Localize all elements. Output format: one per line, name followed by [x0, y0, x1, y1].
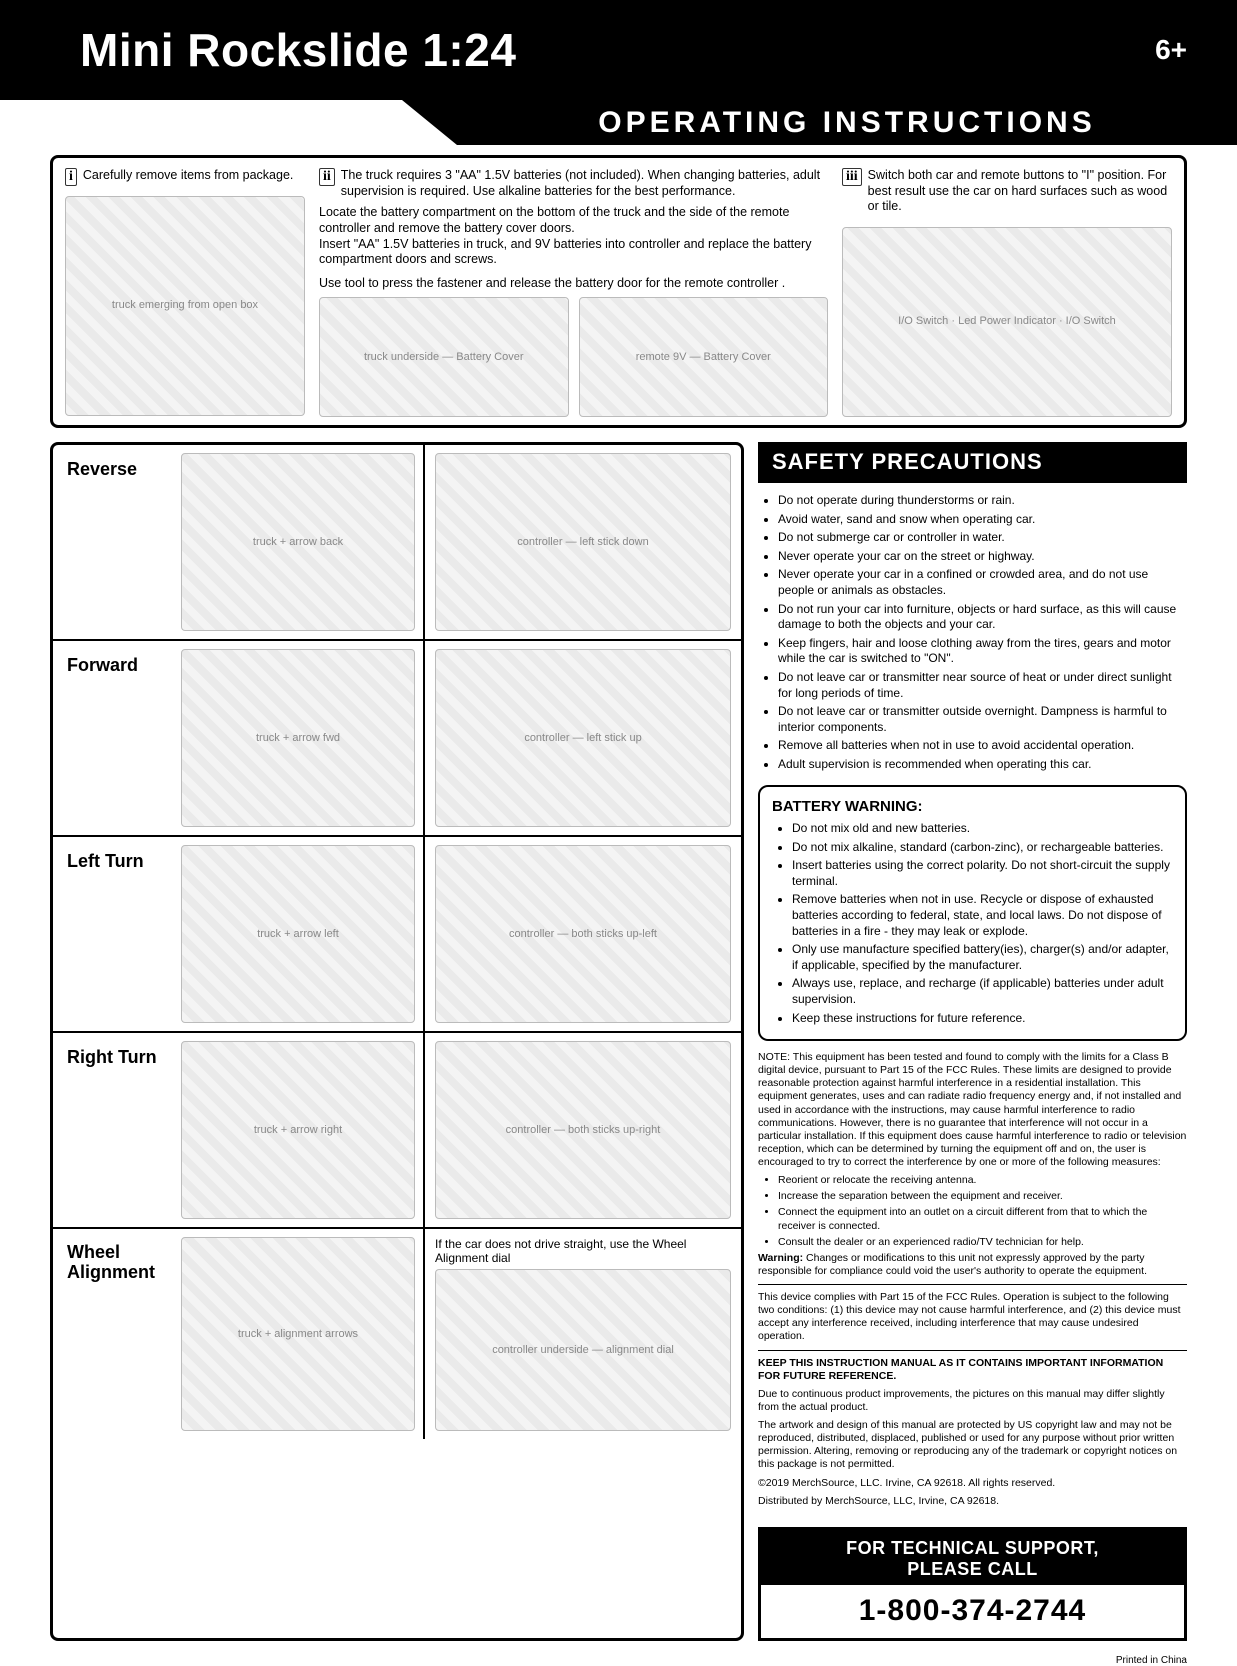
- battery-item: Do not mix alkaline, standard (carbon-zi…: [792, 840, 1173, 856]
- fcc-measure: Reorient or relocate the receiving anten…: [778, 1174, 1187, 1187]
- safety-item: Keep fingers, hair and loose clothing aw…: [778, 636, 1187, 667]
- step-1-diagram: truck emerging from open box: [65, 196, 305, 416]
- safety-item: Do not leave car or transmitter outside …: [778, 704, 1187, 735]
- step-3-diagram: I/O Switch · Led Power Indicator · I/O S…: [842, 227, 1172, 417]
- fcc-part15: This device complies with Part 15 of the…: [758, 1291, 1187, 1344]
- battery-item: Always use, replace, and recharge (if ap…: [792, 976, 1173, 1007]
- battery-item: Insert batteries using the correct polar…: [792, 858, 1173, 889]
- fcc-measure: Consult the dealer or an experienced rad…: [778, 1236, 1187, 1249]
- fcc-note: NOTE: This equipment has been tested and…: [758, 1051, 1187, 1169]
- setup-step-1: i Carefully remove items from package. t…: [65, 168, 305, 417]
- control-label: Left Turn: [53, 837, 173, 1031]
- reverse-remote-diagram: controller — left stick down: [435, 453, 731, 631]
- control-row-forward: Forward truck + arrow fwd controller — l…: [53, 641, 741, 837]
- title-bar: Mini Rockslide 1:24 6+: [0, 0, 1237, 100]
- step-2-p3: Use tool to press the fastener and relea…: [319, 276, 828, 292]
- left-remote-diagram: controller — both sticks up-left: [435, 845, 731, 1023]
- alignment-car-diagram: truck + alignment arrows: [181, 1237, 415, 1431]
- forward-car-diagram: truck + arrow fwd: [181, 649, 415, 827]
- safety-item: Never operate your car in a confined or …: [778, 567, 1187, 598]
- alignment-note: If the car does not drive straight, use …: [435, 1237, 731, 1265]
- fcc-measure: Connect the equipment into an outlet on …: [778, 1206, 1187, 1232]
- safety-item: Never operate your car on the street or …: [778, 549, 1187, 565]
- battery-item: Do not mix old and new batteries.: [792, 821, 1173, 837]
- left-car-diagram: truck + arrow left: [181, 845, 415, 1023]
- age-rating: 6+: [1155, 34, 1187, 66]
- keep-notice: KEEP THIS INSTRUCTION MANUAL AS IT CONTA…: [758, 1357, 1187, 1383]
- control-row-alignment: Wheel Alignment truck + alignment arrows…: [53, 1229, 741, 1439]
- support-line1: FOR TECHNICAL SUPPORT,: [771, 1538, 1174, 1559]
- reverse-car-diagram: truck + arrow back: [181, 453, 415, 631]
- battery-item: Only use manufacture specified battery(i…: [792, 942, 1173, 973]
- controls-table: Reverse truck + arrow back controller — …: [50, 442, 744, 1641]
- safety-title: SAFETY PRECAUTIONS: [758, 442, 1187, 483]
- section-divider: OPERATING INSTRUCTIONS: [0, 100, 1237, 155]
- safety-item: Adult supervision is recommended when op…: [778, 757, 1187, 773]
- control-label: Reverse: [53, 445, 173, 639]
- rights-notice: ©2019 MerchSource, LLC. Irvine, CA 92618…: [758, 1477, 1187, 1490]
- battery-item: Remove batteries when not in use. Recycl…: [792, 892, 1173, 939]
- step-numeral-3: iii: [842, 168, 862, 186]
- step-1-text: Carefully remove items from package.: [83, 168, 294, 186]
- safety-column: SAFETY PRECAUTIONS Do not operate during…: [758, 442, 1187, 1641]
- right-remote-diagram: controller — both sticks up-right: [435, 1041, 731, 1219]
- distribution-notice: Distributed by MerchSource, LLC, Irvine,…: [758, 1495, 1187, 1508]
- improvement-notice: Due to continuous product improvements, …: [758, 1388, 1187, 1414]
- copyright-notice: The artwork and design of this manual ar…: [758, 1419, 1187, 1472]
- safety-item: Do not operate during thunderstorms or r…: [778, 493, 1187, 509]
- step-2-p2: Locate the battery compartment on the bo…: [319, 205, 828, 268]
- fcc-section: NOTE: This equipment has been tested and…: [758, 1051, 1187, 1513]
- truck-battery-diagram: truck underside — Battery Cover: [319, 297, 569, 417]
- control-row-left: Left Turn truck + arrow left controller …: [53, 837, 741, 1033]
- support-box: FOR TECHNICAL SUPPORT, PLEASE CALL 1-800…: [758, 1527, 1187, 1641]
- support-phone: 1-800-374-2744: [761, 1585, 1184, 1630]
- step-2-p1: The truck requires 3 "AA" 1.5V batteries…: [341, 168, 828, 199]
- instruction-manual-page: Mini Rockslide 1:24 6+ OPERATING INSTRUC…: [0, 0, 1237, 1600]
- printed-in: Printed in China: [0, 1651, 1237, 1666]
- support-line2: PLEASE CALL: [771, 1559, 1174, 1580]
- battery-warning-title: BATTERY WARNING:: [772, 797, 1173, 817]
- control-row-reverse: Reverse truck + arrow back controller — …: [53, 445, 741, 641]
- safety-item: Do not leave car or transmitter near sou…: [778, 670, 1187, 701]
- alignment-dial-diagram: controller underside — alignment dial: [435, 1269, 731, 1431]
- forward-remote-diagram: controller — left stick up: [435, 649, 731, 827]
- control-label: Right Turn: [53, 1033, 173, 1227]
- battery-item: Keep these instructions for future refer…: [792, 1011, 1173, 1027]
- safety-item: Avoid water, sand and snow when operatin…: [778, 512, 1187, 528]
- setup-steps-box: i Carefully remove items from package. t…: [50, 155, 1187, 428]
- fcc-warning: Changes or modifications to this unit no…: [758, 1252, 1147, 1277]
- control-label: Wheel Alignment: [53, 1229, 173, 1439]
- step-3-text: Switch both car and remote buttons to "I…: [868, 168, 1172, 215]
- safety-item: Do not submerge car or controller in wat…: [778, 530, 1187, 546]
- safety-list: Do not operate during thunderstorms or r…: [758, 493, 1187, 776]
- remote-battery-diagram: remote 9V — Battery Cover: [579, 297, 829, 417]
- fcc-measure: Increase the separation between the equi…: [778, 1190, 1187, 1203]
- product-title: Mini Rockslide 1:24: [80, 23, 516, 77]
- step-numeral-1: i: [65, 168, 77, 186]
- safety-item: Remove all batteries when not in use to …: [778, 738, 1187, 754]
- safety-item: Do not run your car into furniture, obje…: [778, 602, 1187, 633]
- setup-step-2: ii The truck requires 3 "AA" 1.5V batter…: [319, 168, 828, 417]
- control-row-right: Right Turn truck + arrow right controlle…: [53, 1033, 741, 1229]
- right-car-diagram: truck + arrow right: [181, 1041, 415, 1219]
- control-label: Forward: [53, 641, 173, 835]
- step-numeral-2: ii: [319, 168, 335, 186]
- operating-instructions-heading: OPERATING INSTRUCTIONS: [457, 100, 1237, 145]
- setup-step-3: iii Switch both car and remote buttons t…: [842, 168, 1172, 417]
- battery-warning-box: BATTERY WARNING: Do not mix old and new …: [758, 785, 1187, 1041]
